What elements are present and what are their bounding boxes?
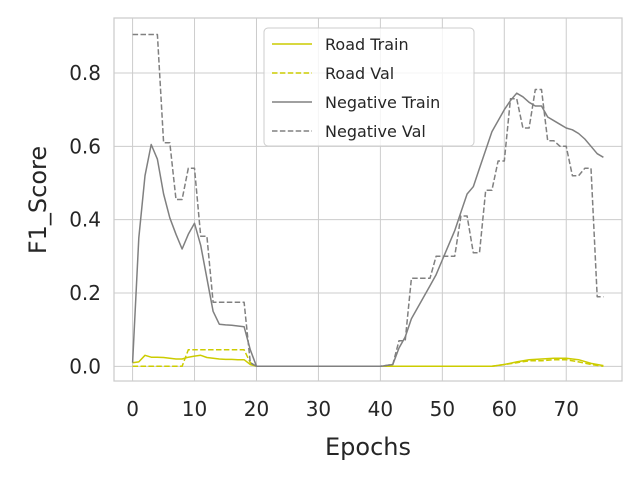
x-tick-label: 0	[126, 397, 139, 421]
plot-area-frame	[113, 17, 623, 382]
tick-labels: 0 10 20 30 40 50 60 70 0.0 0.2 0.4 0.6 0.8	[69, 61, 579, 421]
legend-label-1: Road Val	[325, 64, 394, 83]
x-tick-label: 20	[244, 397, 269, 421]
legend-label-3: Negative Val	[325, 122, 426, 141]
legend-label-2: Negative Train	[325, 93, 440, 112]
x-tick-label: 30	[306, 397, 331, 421]
y-tick-label: 0.8	[69, 61, 101, 85]
legend-label-0: Road Train	[325, 35, 409, 54]
x-tick-label: 70	[554, 397, 579, 421]
y-tick-label: 0.2	[69, 281, 101, 305]
x-tick-label: 60	[492, 397, 517, 421]
legend: Road Train Road Val Negative Train Negative…	[263, 27, 475, 147]
y-tick-label: 0.0	[69, 354, 101, 378]
x-tick-label: 50	[430, 397, 455, 421]
y-tick-label: 0.6	[69, 134, 101, 158]
series-line-1	[132, 349, 604, 368]
x-tick-label: 40	[368, 397, 393, 421]
x-tick-label: 10	[182, 397, 207, 421]
series-line-0	[132, 354, 604, 368]
y-tick-label: 0.4	[69, 208, 101, 232]
x-axis-title: Epochs	[325, 433, 411, 461]
series-lines	[131, 33, 604, 368]
series-line-2	[131, 92, 604, 368]
legend-box	[263, 27, 475, 147]
series-line-3	[132, 33, 604, 368]
y-axis-title: F1_Score	[24, 146, 52, 254]
